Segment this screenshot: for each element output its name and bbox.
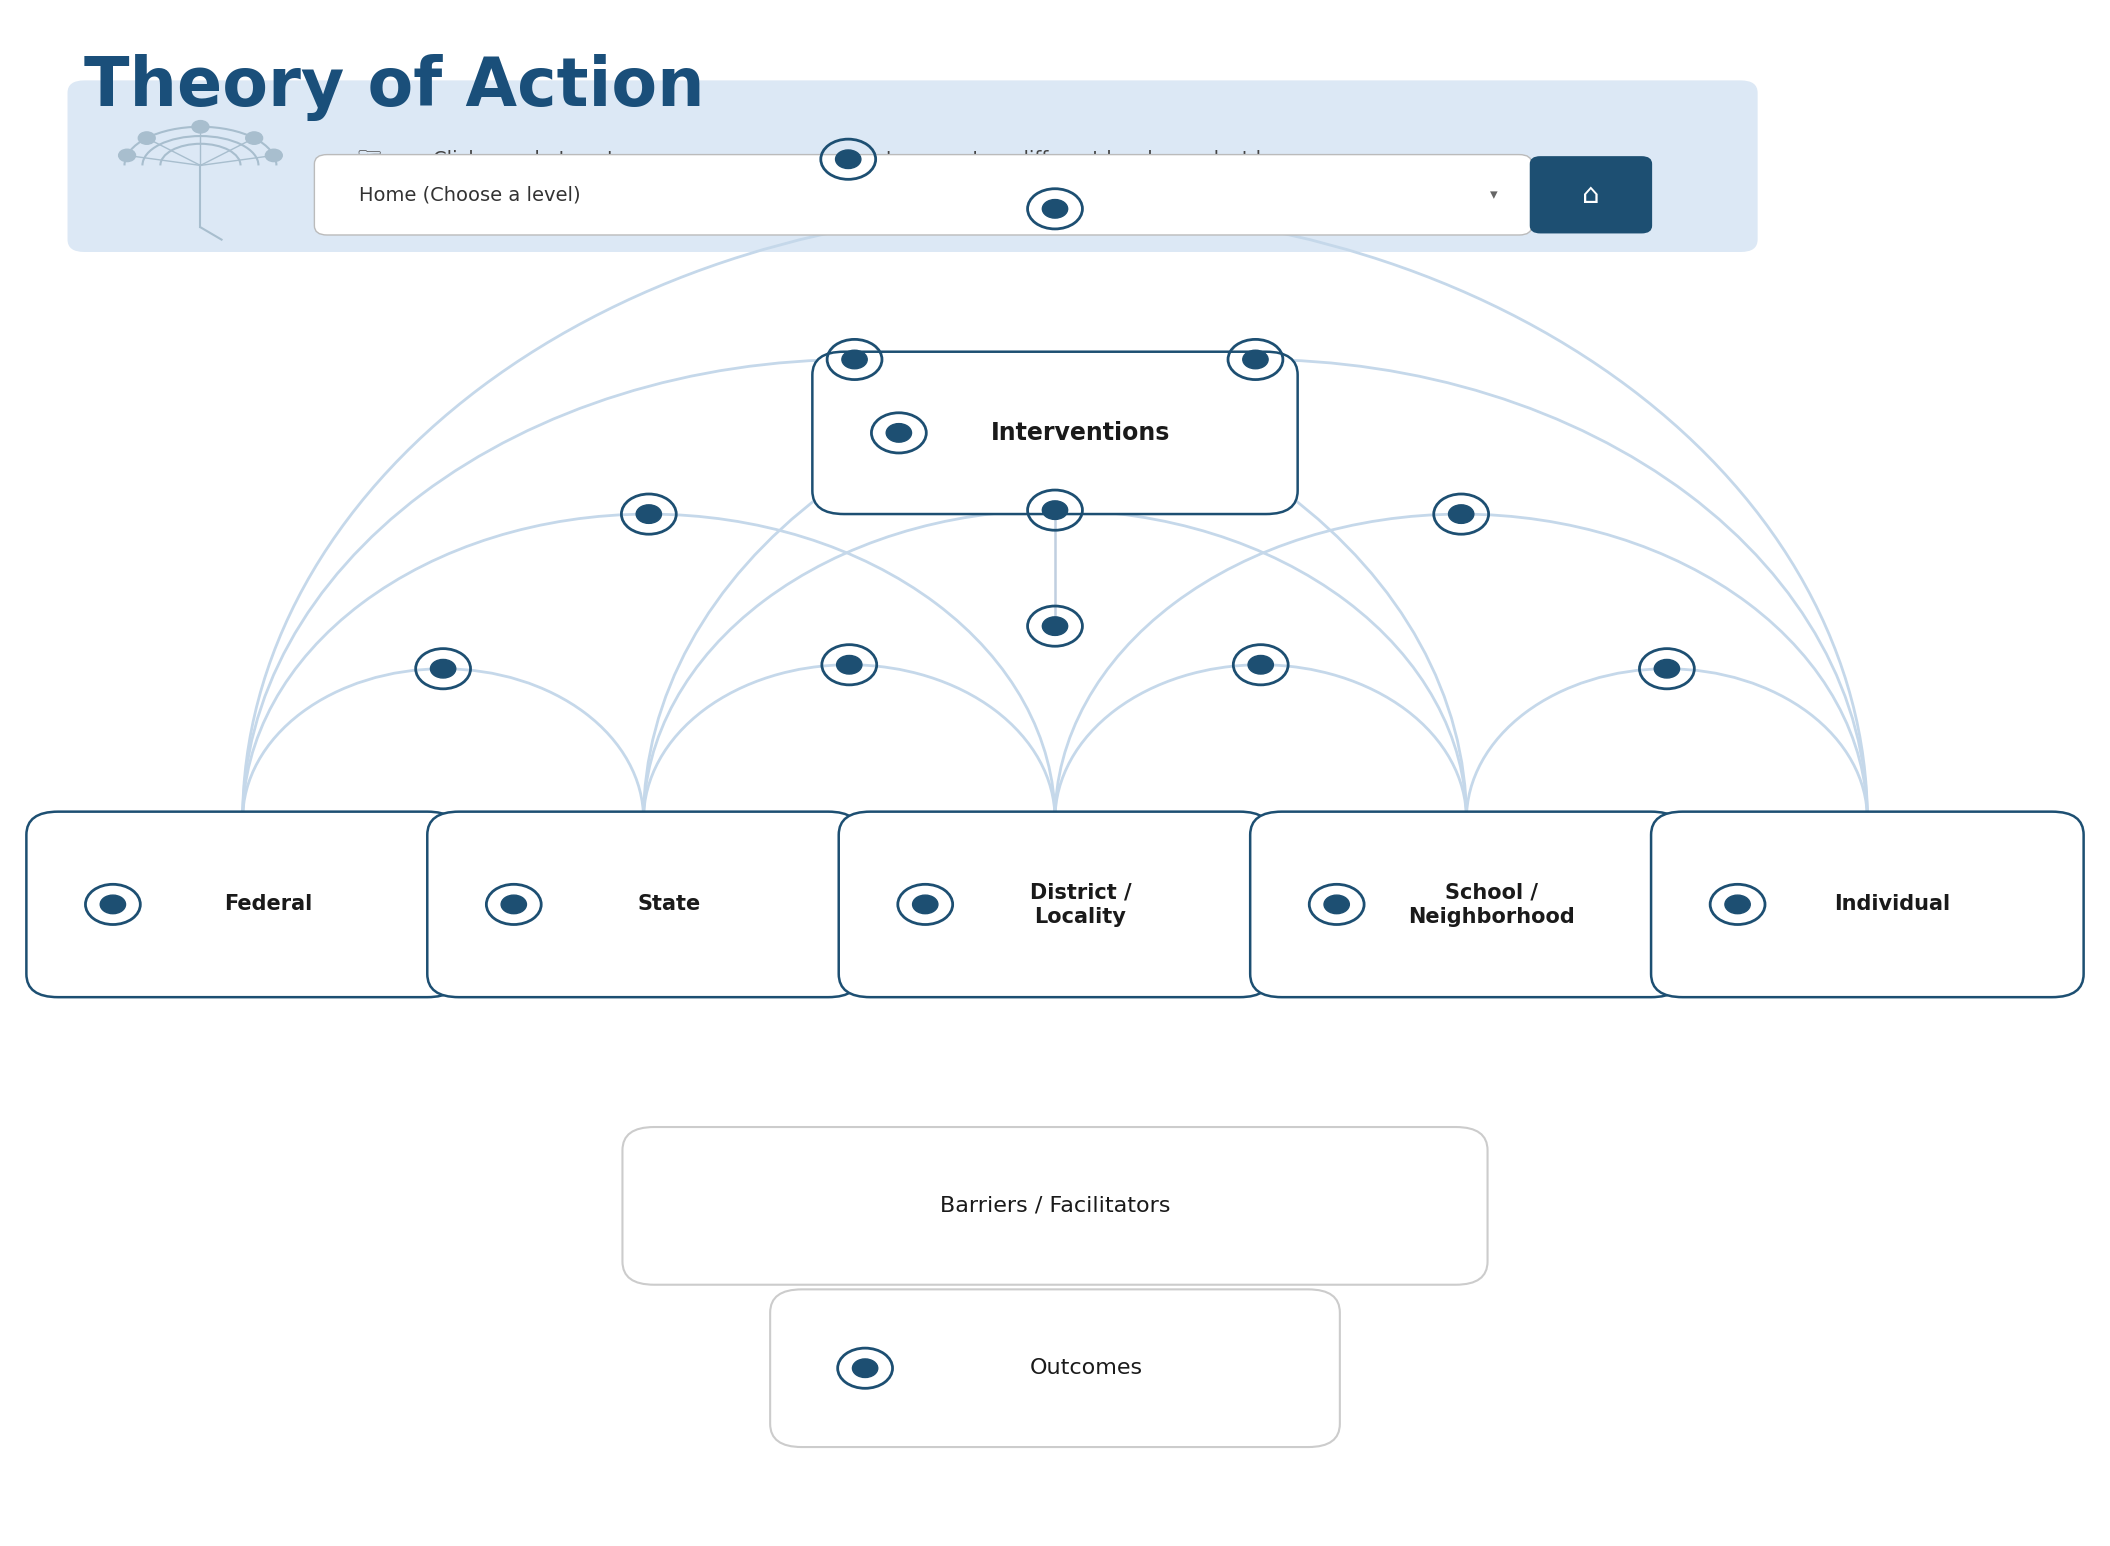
Text: Outcomes: Outcomes	[1030, 1359, 1144, 1377]
Circle shape	[1726, 895, 1751, 914]
Circle shape	[1042, 501, 1068, 519]
Circle shape	[1243, 351, 1268, 369]
FancyBboxPatch shape	[426, 812, 861, 997]
Circle shape	[842, 351, 867, 369]
Circle shape	[266, 150, 283, 162]
Circle shape	[914, 895, 937, 914]
Circle shape	[1654, 660, 1680, 679]
Text: ▾: ▾	[1490, 187, 1498, 203]
Circle shape	[836, 656, 861, 674]
FancyBboxPatch shape	[838, 812, 1270, 997]
Text: to move to a different level, or select here:: to move to a different level, or select …	[886, 150, 1306, 169]
FancyBboxPatch shape	[68, 80, 1758, 252]
Text: Individual: Individual	[1834, 895, 1952, 914]
Text: District /
Locality: District / Locality	[1030, 883, 1131, 926]
Text: Federal: Federal	[224, 895, 312, 914]
FancyBboxPatch shape	[1652, 812, 2085, 997]
Circle shape	[430, 660, 456, 679]
FancyBboxPatch shape	[770, 1289, 1340, 1447]
Text: Interventions: Interventions	[990, 421, 1171, 445]
Circle shape	[192, 121, 209, 133]
FancyBboxPatch shape	[1249, 812, 1682, 997]
Circle shape	[1247, 656, 1274, 674]
FancyBboxPatch shape	[622, 1127, 1488, 1285]
Text: Home (Choose a level): Home (Choose a level)	[359, 186, 580, 204]
Circle shape	[101, 895, 127, 914]
FancyBboxPatch shape	[314, 155, 1532, 235]
Text: School /
Neighborhood: School / Neighborhood	[1407, 883, 1576, 926]
FancyBboxPatch shape	[812, 352, 1298, 513]
Circle shape	[852, 1359, 878, 1377]
Text: ⌂: ⌂	[1582, 181, 1599, 209]
Text: ☞: ☞	[357, 145, 382, 173]
Circle shape	[1323, 895, 1350, 914]
Circle shape	[139, 131, 156, 144]
Circle shape	[886, 424, 912, 442]
FancyBboxPatch shape	[1530, 156, 1652, 233]
Circle shape	[836, 150, 861, 169]
Circle shape	[1042, 617, 1068, 635]
Circle shape	[118, 150, 135, 162]
Circle shape	[245, 131, 262, 144]
Circle shape	[1447, 506, 1473, 524]
Text: Barriers / Facilitators: Barriers / Facilitators	[939, 1197, 1171, 1215]
Circle shape	[502, 895, 525, 914]
Circle shape	[637, 506, 663, 524]
Text: Click on a hot spot: Click on a hot spot	[433, 150, 614, 169]
FancyBboxPatch shape	[27, 812, 460, 997]
Circle shape	[1042, 199, 1068, 218]
Text: State: State	[637, 895, 701, 914]
Text: Theory of Action: Theory of Action	[84, 54, 705, 121]
